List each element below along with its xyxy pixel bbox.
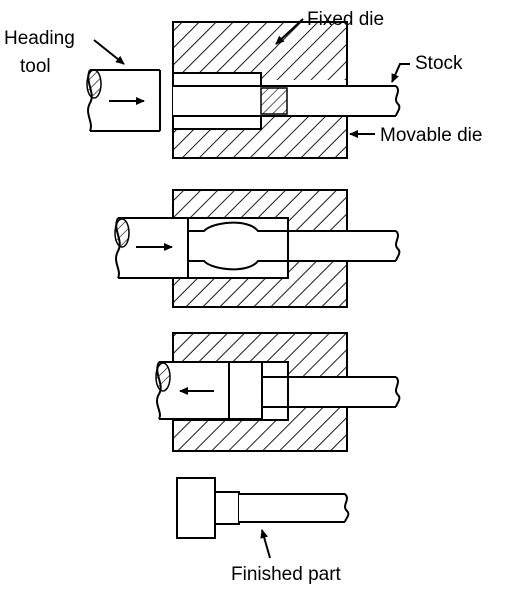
heading-tool-1 [86,69,161,132]
stage-1 [86,21,401,159]
formed-collar [261,376,289,408]
label-finished-part: Finished part [231,564,342,585]
finished-part [176,477,350,539]
stage-2 [114,189,401,308]
upset-bulge [187,221,289,271]
label-heading-tool-line2: tool [20,56,51,77]
die-insert [260,87,288,115]
label-heading-tool-line1: Heading [4,28,75,49]
label-fixed-die: Fixed die [307,9,384,30]
finished-part-leader [260,529,271,559]
heading-tool-2 [114,217,189,279]
leader-lines [93,18,410,559]
heading-tool-leader [93,39,125,65]
finished-collar [214,491,240,525]
finished-head [176,477,216,539]
label-stock: Stock [415,53,463,74]
heading-tool-3 [155,361,230,420]
stock-leader [391,63,410,83]
stock-rod-2 [288,230,401,262]
tool-section-mark [114,218,130,248]
tool-section-mark [86,69,102,99]
label-movable-die: Movable die [380,125,482,146]
tool-section-mark [155,362,171,392]
fixed-die-leader [275,18,304,45]
stage-3 [155,332,401,452]
formed-head [228,361,263,420]
